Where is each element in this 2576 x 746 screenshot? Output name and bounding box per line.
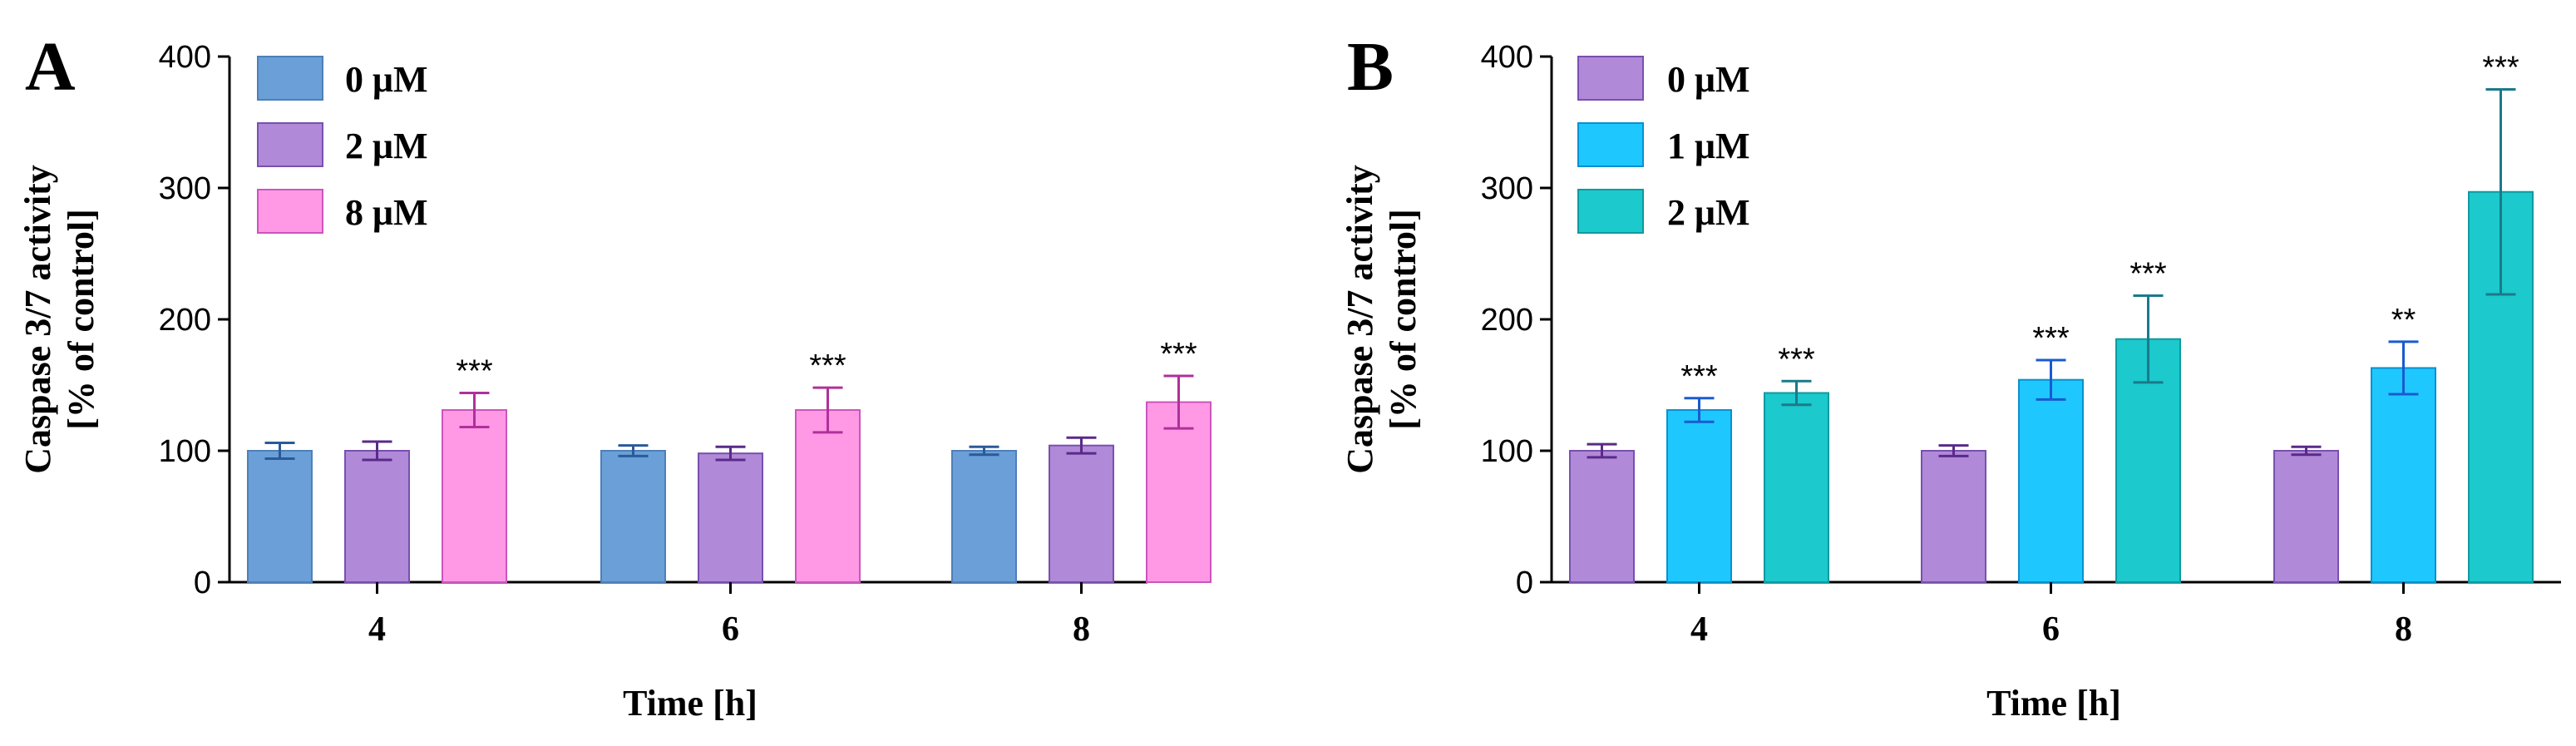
y-tick-label: 100 xyxy=(159,434,211,469)
bar xyxy=(247,450,313,583)
significance-label: ** xyxy=(2391,303,2416,338)
y-tick-label: 200 xyxy=(159,303,211,338)
bar xyxy=(698,452,763,583)
legend-label: 0 μM xyxy=(345,59,427,100)
y-tick-label: 0 xyxy=(1516,566,1533,600)
bar xyxy=(795,409,861,583)
bar xyxy=(600,450,666,583)
bar xyxy=(1146,401,1212,584)
x-tick-label: 8 xyxy=(1073,610,1090,649)
legend-swatch xyxy=(1577,122,1644,167)
significance-label: *** xyxy=(1778,342,1815,377)
y-tick-label: 300 xyxy=(1481,171,1533,206)
bar xyxy=(2273,450,2339,583)
x-tick-label: 8 xyxy=(2395,610,2412,649)
y-axis-subtitle: [% of control] xyxy=(1383,209,1424,430)
y-tick-label: 400 xyxy=(159,40,211,75)
x-tick-label: 6 xyxy=(2042,610,2060,649)
chart-panel-a: A 0 100 200 300 400 Caspase 3/7 activity [% of … xyxy=(17,28,1212,724)
panel-letter: A xyxy=(25,28,76,106)
x-tick-label: 4 xyxy=(1690,610,1708,649)
significance-label: *** xyxy=(2129,257,2167,292)
legend-label: 0 μM xyxy=(1667,59,1749,100)
panel-letter: B xyxy=(1347,28,1394,106)
significance-label: *** xyxy=(1160,337,1197,372)
y-axis-title: Caspase 3/7 activity xyxy=(1340,165,1380,474)
chart-panel-b: B 0 100 200 300 400 Caspase 3/7 activity [% of … xyxy=(1340,28,2561,724)
bar xyxy=(1764,392,1829,584)
significance-label: *** xyxy=(456,353,493,388)
legend-label: 8 μM xyxy=(345,192,427,233)
legend-swatch xyxy=(1577,56,1644,101)
x-axis-title: Time [h] xyxy=(623,683,758,724)
bar xyxy=(1666,409,1732,583)
bar xyxy=(1921,450,1986,583)
bar xyxy=(442,409,507,583)
x-tick-label: 6 xyxy=(722,610,739,649)
y-axis-subtitle: [% of control] xyxy=(61,209,101,430)
y-tick-label: 200 xyxy=(1481,303,1533,338)
y-axis-title: Caspase 3/7 activity xyxy=(17,165,58,474)
legend-label: 1 μM xyxy=(1667,126,1749,166)
significance-label: *** xyxy=(2482,51,2519,86)
y-tick-label: 300 xyxy=(159,171,211,206)
significance-label: *** xyxy=(2032,321,2070,356)
significance-label: *** xyxy=(809,348,846,383)
bar xyxy=(2018,378,2084,583)
legend-label: 2 μM xyxy=(345,126,427,166)
legend-swatch xyxy=(257,122,323,167)
legend-swatch xyxy=(257,56,323,101)
y-tick-label: 100 xyxy=(1481,434,1533,469)
x-tick-label: 4 xyxy=(368,610,386,649)
bar xyxy=(2371,367,2436,583)
x-axis-title: Time [h] xyxy=(1986,683,2121,724)
bar xyxy=(1569,450,1635,583)
bar xyxy=(344,450,410,583)
bar xyxy=(951,450,1017,583)
legend-label: 2 μM xyxy=(1667,192,1749,233)
significance-label: *** xyxy=(1680,359,1718,394)
y-tick-label: 400 xyxy=(1481,40,1533,75)
y-tick-label: 0 xyxy=(194,566,211,600)
legend-swatch xyxy=(1577,189,1644,234)
bar xyxy=(1049,444,1114,583)
legend-swatch xyxy=(257,189,323,234)
